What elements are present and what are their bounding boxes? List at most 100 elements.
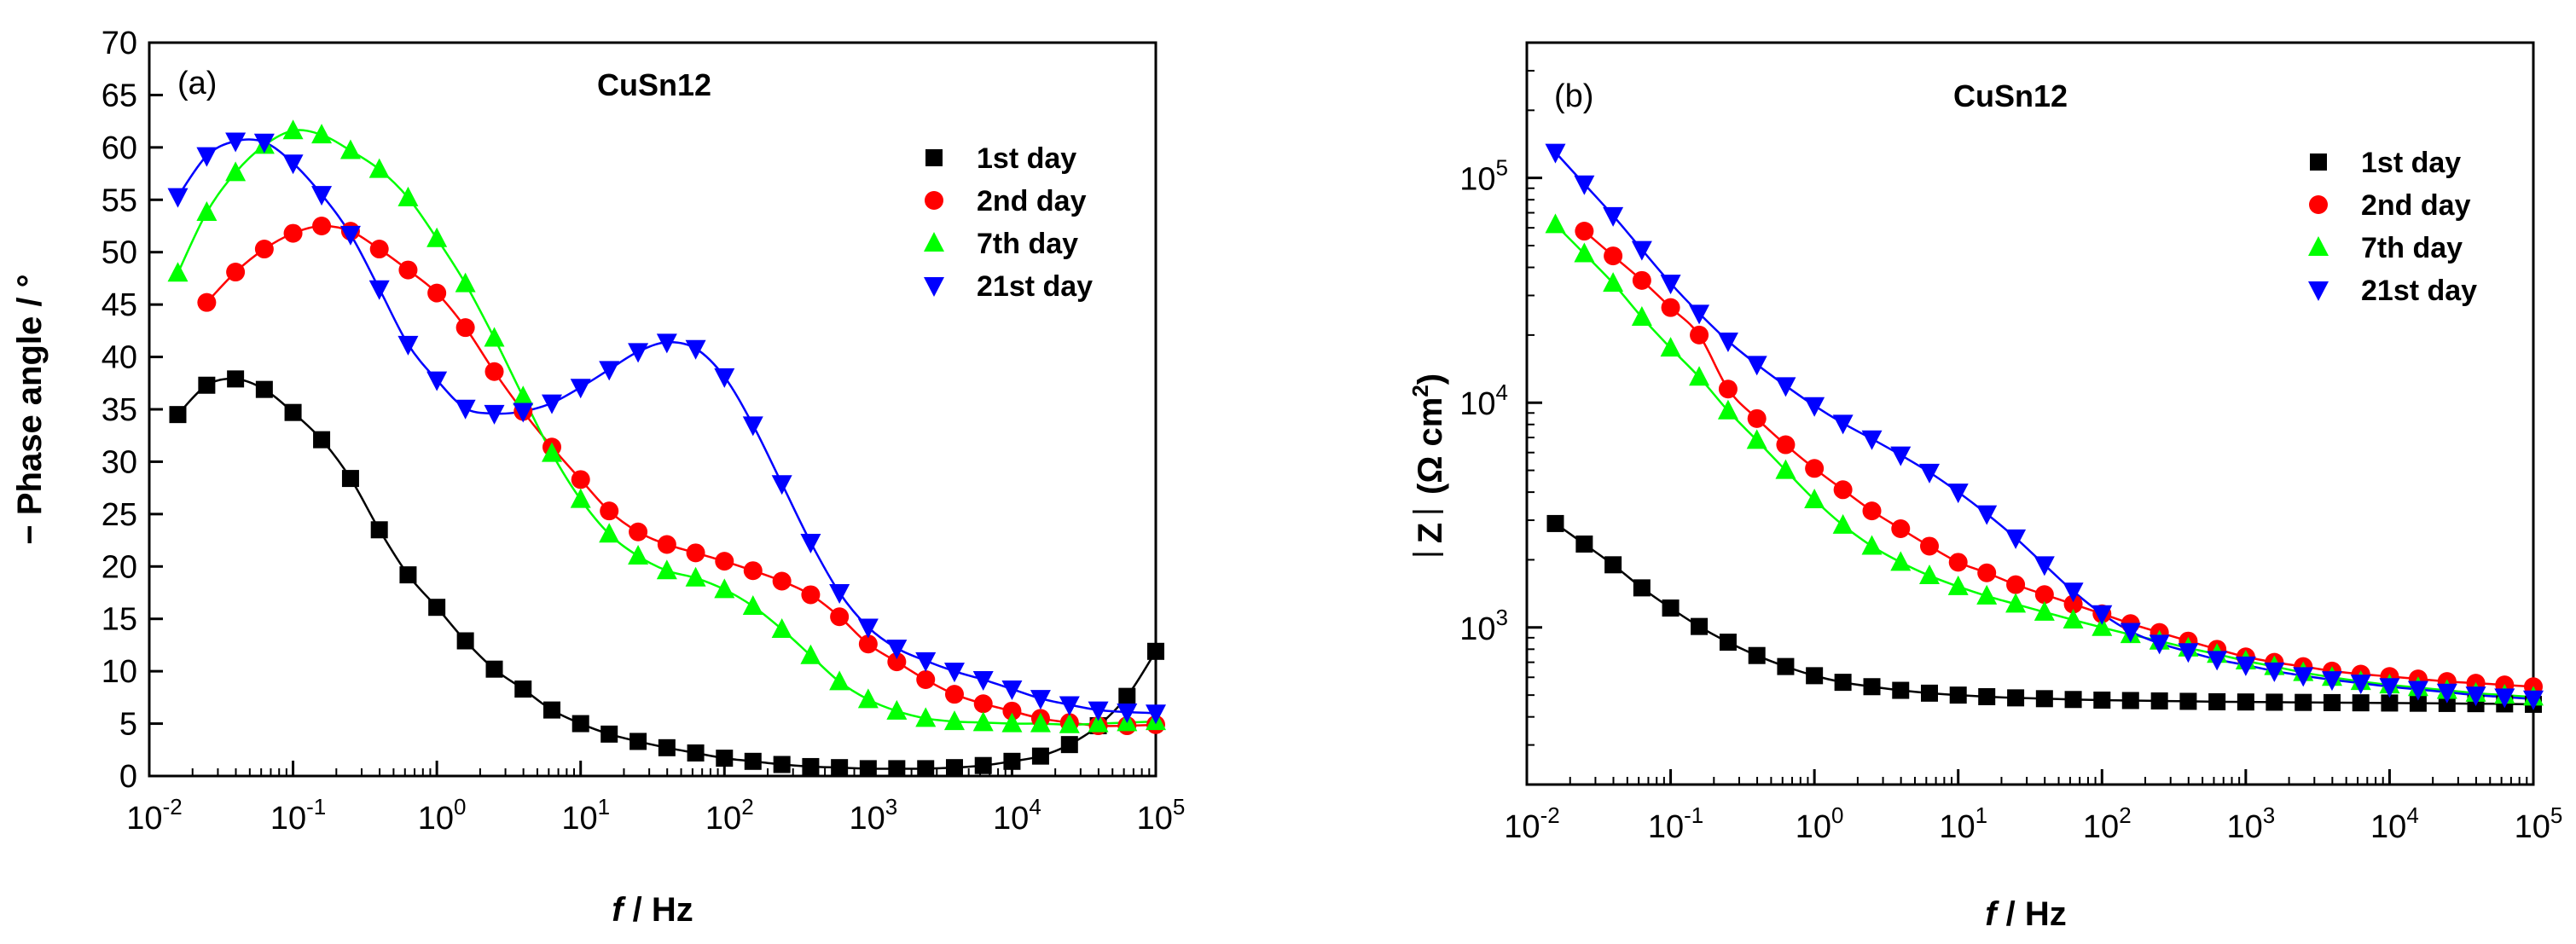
data-point-2nd-day <box>369 240 389 259</box>
data-point-21st-day <box>2436 683 2457 704</box>
data-point-1st-day <box>255 380 273 398</box>
data-point-1st-day <box>658 738 676 756</box>
data-point-21st-day <box>311 186 333 206</box>
data-point-1st-day <box>543 701 561 719</box>
data-point-21st-day <box>771 475 792 495</box>
data-point-2nd-day <box>1718 379 1738 399</box>
data-point-7th-day <box>886 699 908 720</box>
data-point-7th-day <box>426 227 448 247</box>
data-point-21st-day <box>484 404 505 425</box>
legend-label: 1st day <box>977 142 1076 175</box>
data-point-1st-day <box>2323 693 2341 711</box>
data-point-1st-day <box>1147 642 1164 660</box>
x-tick-labels: 10-2 10-1 100 101 102 103 104 105 <box>1504 802 2562 845</box>
data-point-21st-day <box>167 188 189 208</box>
data-point-2nd-day <box>312 217 332 235</box>
data-point-7th-day <box>2005 593 2027 613</box>
y-axis-title-z: Z <box>1412 523 1449 543</box>
data-point-2nd-day <box>197 292 217 312</box>
data-point-2nd-day <box>772 571 792 591</box>
data-point-1st-day <box>2208 692 2226 710</box>
data-point-1st-day <box>1633 579 1651 597</box>
y-tick-label: 103 <box>1459 605 1508 647</box>
data-point-2nd-day <box>571 470 590 489</box>
data-point-7th-day <box>915 707 937 727</box>
fit-curve-2nd-day <box>206 224 1157 727</box>
data-point-1st-day <box>456 632 474 650</box>
x-tick-label: 105 <box>2515 802 2563 845</box>
data-point-1st-day <box>802 757 820 775</box>
data-point-7th-day <box>1717 399 1738 420</box>
x-tick-label: 105 <box>1137 794 1186 837</box>
data-point-2nd-day <box>1604 246 1623 266</box>
data-point-2nd-day <box>398 260 418 280</box>
data-point-1st-day <box>687 744 705 762</box>
data-point-1st-day <box>1003 752 1021 770</box>
data-point-21st-day <box>1059 696 1080 716</box>
data-point-2nd-day <box>1805 459 1825 478</box>
y-tick-labels: 103 104 105 <box>1459 155 1508 647</box>
data-point-21st-day <box>1574 175 1595 195</box>
data-point-7th-day <box>628 545 649 565</box>
data-point-21st-day <box>2207 651 2228 671</box>
data-point-21st-day <box>542 394 563 414</box>
data-point-21st-day <box>1775 377 1796 397</box>
x-tick-label: 100 <box>418 794 467 837</box>
x-tick-label: 10-2 <box>1504 802 1559 845</box>
data-point-2nd-day <box>1920 536 1940 556</box>
data-point-1st-day <box>284 403 302 421</box>
data-point-21st-day <box>368 280 390 300</box>
data-point-1st-day <box>485 660 503 678</box>
y-tick-label: 25 <box>102 497 137 533</box>
data-point-2nd-day <box>715 552 734 571</box>
data-point-7th-day <box>1804 489 1825 509</box>
data-point-21st-day <box>1660 275 1681 295</box>
data-point-1st-day <box>888 760 906 778</box>
data-point-7th-day <box>1861 535 1883 555</box>
data-point-1st-day <box>227 370 245 388</box>
x-tick-label: 10-1 <box>270 794 326 837</box>
data-point-21st-day <box>714 368 735 388</box>
data-point-1st-day <box>2438 694 2456 712</box>
y-tick-label: 10 <box>102 654 137 690</box>
data-point-21st-day <box>2264 662 2285 682</box>
data-point-2nd-day <box>944 685 964 704</box>
legend-label: 21st day <box>2361 275 2477 307</box>
data-point-7th-day <box>800 644 821 664</box>
x-tick-label: 101 <box>1939 802 1987 845</box>
data-point-21st-day <box>397 335 419 356</box>
data-point-2nd-day <box>1948 553 1968 572</box>
data-point-21st-day <box>2379 678 2400 698</box>
data-point-21st-day <box>570 379 591 399</box>
data-point-2nd-day <box>887 652 907 672</box>
data-point-21st-day <box>455 399 476 420</box>
data-point-1st-day <box>1806 667 1824 685</box>
data-point-21st-day <box>282 154 304 175</box>
data-point-2nd-day <box>1862 501 1882 521</box>
data-point-1st-day <box>2093 691 2111 709</box>
data-point-7th-day <box>225 161 247 182</box>
data-point-21st-day <box>1919 463 1941 484</box>
panel-b-impedance-chart: 10-2 10-1 100 101 102 103 104 105 103 104 105 (b)… <box>1407 41 2562 933</box>
data-point-21st-day <box>2149 634 2170 655</box>
x-tick-label: 104 <box>993 794 1041 837</box>
data-point-7th-day <box>167 262 189 282</box>
data-point-7th-day <box>196 201 218 222</box>
data-point-7th-day <box>857 688 879 709</box>
data-point-21st-day <box>2321 671 2342 692</box>
data-point-2nd-day <box>1833 480 1853 500</box>
data-point-21st-day <box>2407 680 2428 701</box>
data-point-21st-day <box>513 403 534 423</box>
data-point-1st-day <box>1949 686 1967 704</box>
data-point-21st-day <box>1030 690 1051 710</box>
data-point-1st-day <box>1691 617 1709 635</box>
data-point-2nd-day <box>254 240 274 259</box>
legend-label: 2nd day <box>977 185 1087 217</box>
data-point-7th-day <box>455 272 476 292</box>
unit-open: (Ω cm <box>1412 397 1449 495</box>
data-point-7th-day <box>1631 306 1652 327</box>
data-point-21st-day <box>599 361 620 381</box>
data-point-2nd-day <box>1690 325 1709 345</box>
unit-sup: 2 <box>1407 385 1433 397</box>
y-tick-label: 105 <box>1459 155 1508 198</box>
